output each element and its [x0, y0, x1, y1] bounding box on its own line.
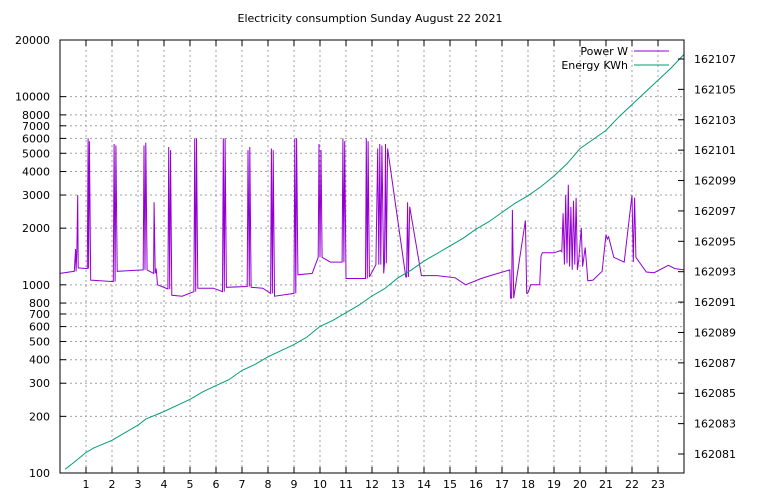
x-tick-label: 9: [291, 478, 298, 491]
x-tick-label: 13: [391, 478, 405, 491]
series-layer: [59, 54, 685, 470]
x-tick-label: 15: [443, 478, 457, 491]
y2-tick-label: 162097: [694, 205, 736, 218]
y-tick-label: 600: [29, 321, 50, 334]
x-tick-label: 11: [339, 478, 353, 491]
chart-title: Electricity consumption Sunday August 22…: [238, 12, 503, 25]
legend: Power W Energy KWh: [561, 45, 669, 72]
x-tick-label: 19: [547, 478, 561, 491]
x-tick-label: 1: [83, 478, 90, 491]
x-tick-label: 18: [521, 478, 535, 491]
x-tick-label: 20: [573, 478, 587, 491]
x-tick-label: 10: [313, 478, 327, 491]
y-tick-label: 300: [29, 377, 50, 390]
y2-tick-label: 162095: [694, 235, 736, 248]
y-tick-label: 700: [29, 308, 50, 321]
y2-tick-label: 162099: [694, 175, 736, 188]
y-tick-label: 3000: [22, 189, 50, 202]
y-tick-label: 8000: [22, 109, 50, 122]
x-tick-label: 12: [365, 478, 379, 491]
x-tick-label: 5: [187, 478, 194, 491]
y2-tick-label: 162091: [694, 296, 736, 309]
y2-tick-label: 162105: [694, 83, 736, 96]
x-tick-label: 21: [599, 478, 613, 491]
y-tick-label: 400: [29, 354, 50, 367]
y-tick-label: 6000: [22, 132, 50, 145]
y-tick-label: 500: [29, 335, 50, 348]
tick-layer: 1 2 3 4 5 6 7 8 9 10 11 12 13 14 15 16 17 18 19 20 21 22 23100…: [15, 34, 736, 491]
y2-tick-label: 162085: [694, 387, 736, 400]
y-tick-label: 7000: [22, 120, 50, 133]
y-tick-label: 1000: [22, 279, 50, 292]
y2-tick-label: 162081: [694, 448, 736, 461]
power-series-line: [59, 138, 685, 299]
x-tick-label: 14: [417, 478, 431, 491]
legend-label-energy: Energy KWh: [561, 59, 628, 72]
legend-label-power: Power W: [580, 45, 628, 58]
x-tick-label: 16: [469, 478, 483, 491]
x-tick-label: 17: [495, 478, 509, 491]
x-tick-label: 7: [239, 478, 246, 491]
x-tick-label: 2: [109, 478, 116, 491]
y2-tick-label: 162083: [694, 418, 736, 431]
y2-tick-label: 162103: [694, 114, 736, 127]
grid-layer: [60, 40, 684, 473]
x-tick-label: 8: [265, 478, 272, 491]
x-tick-label: 22: [625, 478, 639, 491]
y2-tick-label: 162093: [694, 266, 736, 279]
y-tick-label: 20000: [15, 34, 50, 47]
y-tick-label: 200: [29, 410, 50, 423]
x-tick-label: 4: [161, 478, 168, 491]
y-tick-label: 100: [29, 467, 50, 480]
y-tick-label: 2000: [22, 222, 50, 235]
energy-series-line: [64, 54, 685, 470]
y2-tick-label: 162107: [694, 53, 736, 66]
x-tick-label: 6: [213, 478, 220, 491]
y-tick-label: 10000: [15, 91, 50, 104]
x-tick-label: 3: [135, 478, 142, 491]
y-tick-label: 800: [29, 297, 50, 310]
y2-tick-label: 162087: [694, 357, 736, 370]
x-tick-label: 23: [651, 478, 665, 491]
y2-tick-label: 162101: [694, 144, 736, 157]
y-tick-label: 5000: [22, 147, 50, 160]
y-tick-label: 4000: [22, 166, 50, 179]
y2-tick-label: 162089: [694, 326, 736, 339]
